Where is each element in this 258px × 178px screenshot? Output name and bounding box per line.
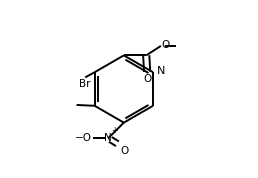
Text: O: O [120,146,129,156]
Text: O: O [143,74,151,84]
Text: N: N [104,133,111,143]
Text: N: N [157,66,165,76]
Text: −O: −O [75,133,92,143]
Text: Br: Br [79,79,91,89]
Text: O: O [162,40,170,50]
Text: +: + [111,126,117,135]
